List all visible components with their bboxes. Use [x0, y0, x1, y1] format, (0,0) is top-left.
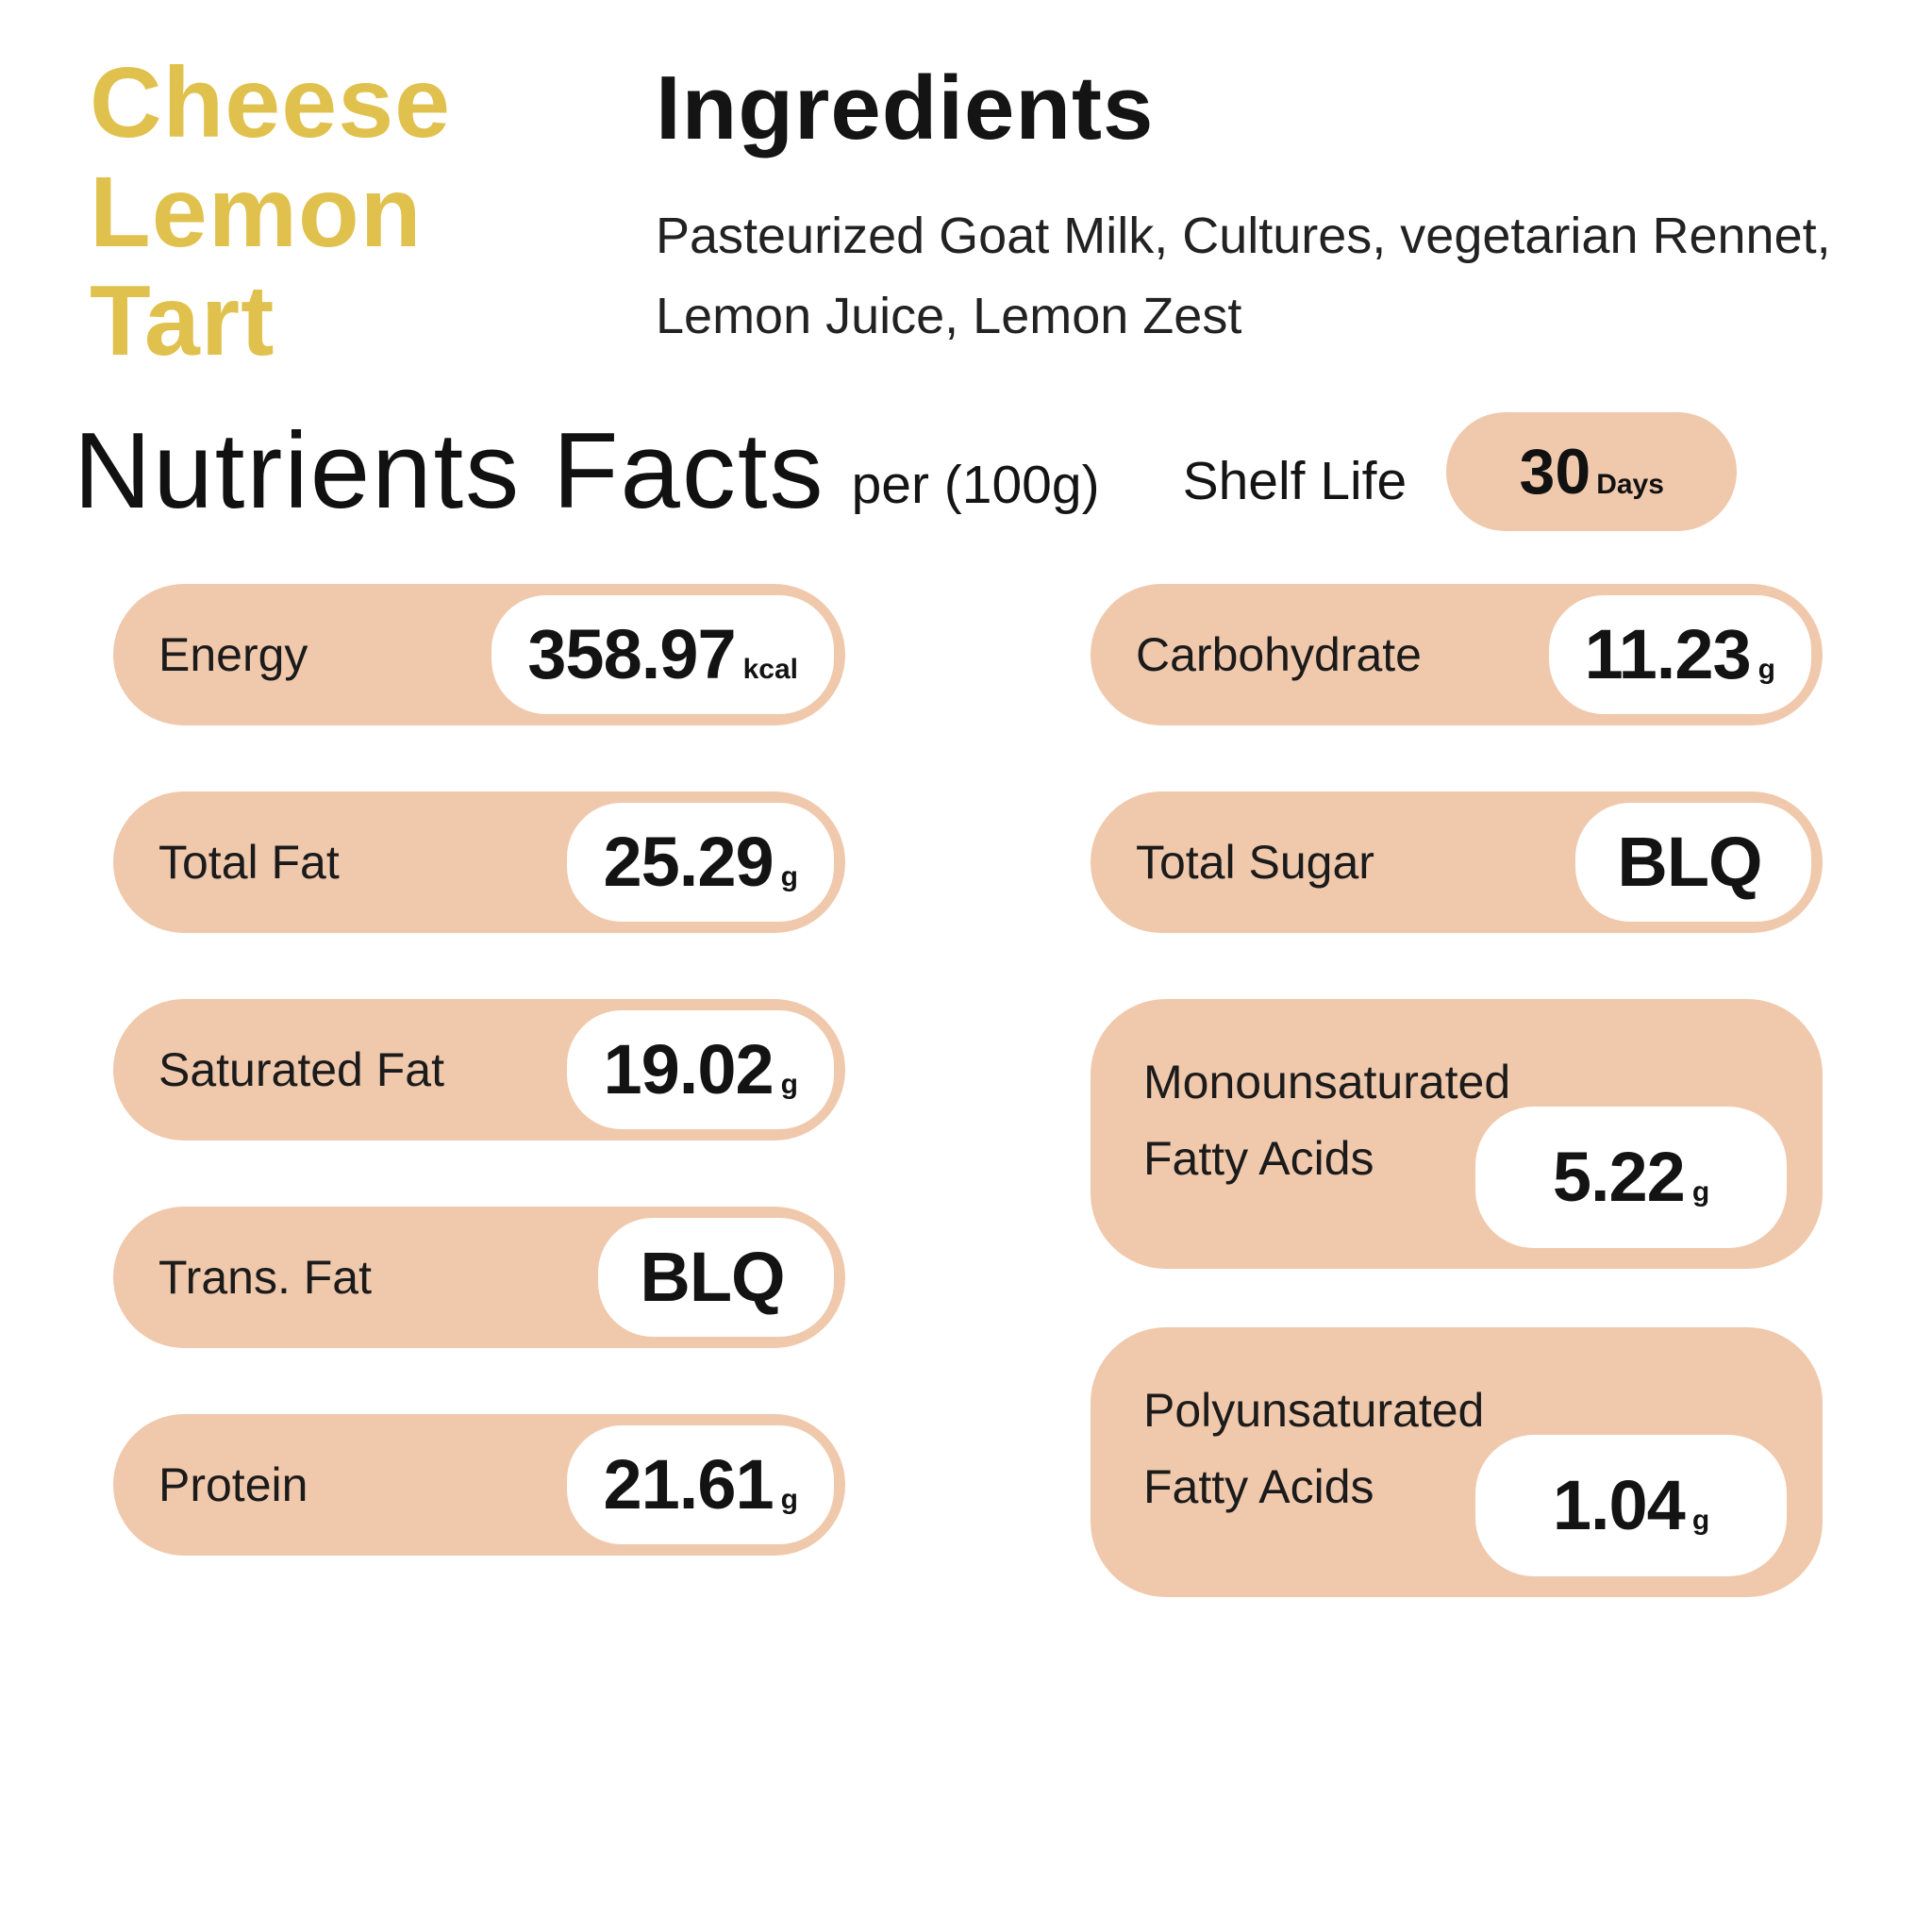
ingredients-text: Pasteurized Goat Milk, Cultures, vegetar…: [656, 208, 1831, 345]
nutrient-value-bubble: BLQ: [598, 1217, 834, 1337]
per-100g-label: per (100g): [851, 454, 1100, 515]
nutrient-row-saturated-fat: Saturated Fat 19.02 g: [113, 998, 845, 1141]
nutrient-label: Saturated Fat: [158, 1042, 444, 1096]
shelf-life-label: Shelf Life: [1182, 450, 1407, 511]
shelf-life-badge: 30 Days: [1446, 411, 1738, 531]
nutrient-value-bubble: 358.97 kcal: [491, 594, 834, 714]
nutrient-value: 358.97: [527, 615, 736, 694]
nutrient-value: 19.02: [603, 1030, 774, 1109]
nutrient-label-line-2: Fatty Acids: [1143, 1131, 1374, 1185]
nutrient-row-energy: Energy 358.97 kcal: [113, 583, 845, 725]
nutrient-unit: g: [780, 860, 798, 892]
ingredients-heading: Ingredients: [656, 58, 1155, 158]
ingredients-section: Ingredients Pasteurized Goat Milk, Cultu…: [656, 49, 1866, 376]
nutrient-column-left: Energy 358.97 kcal Total Fat 25.29 g Sat…: [113, 583, 845, 1656]
nutrient-unit: g: [1691, 1175, 1710, 1208]
nutrient-row-total-fat: Total Fat 25.29 g: [113, 791, 845, 933]
nutrients-facts-row: Nutrients Facts per (100g) Shelf Life 30…: [0, 376, 1932, 531]
nutrient-value: 25.29: [603, 823, 774, 902]
nutrient-unit: g: [780, 1068, 798, 1100]
nutrient-value-bubble: 19.02 g: [567, 1009, 834, 1129]
product-title-line-1: Cheese: [90, 47, 452, 158]
nutrient-label: Trans. Fat: [158, 1250, 372, 1304]
nutrient-value: 21.61: [603, 1445, 774, 1524]
nutrient-value-bubble: 11.23 g: [1548, 594, 1811, 714]
nutrient-value: 1.04: [1552, 1466, 1686, 1545]
nutrient-row-carbohydrate: Carbohydrate 11.23 g: [1091, 583, 1823, 725]
shelf-life-unit: Days: [1596, 468, 1664, 500]
product-title-line-3: Tart: [90, 265, 275, 377]
nutrient-label: Energy: [158, 627, 308, 681]
nutrient-row-protein: Protein 21.61 g: [113, 1413, 845, 1556]
nutrient-value: BLQ: [1617, 823, 1762, 902]
nutrient-label: Monounsaturated Fatty Acids: [1143, 1044, 1823, 1197]
nutrient-value: BLQ: [640, 1238, 785, 1317]
nutrient-label: Total Fat: [158, 835, 340, 889]
nutrient-label: Protein: [158, 1457, 308, 1511]
nutrient-label-line-1: Monounsaturated: [1143, 1055, 1511, 1108]
nutrients-facts-heading: Nutrients Facts: [74, 411, 825, 532]
nutrient-unit: kcal: [742, 653, 798, 685]
header: Cheese Lemon Tart Ingredients Pasteurize…: [0, 0, 1932, 376]
nutrient-unit: g: [780, 1483, 798, 1515]
nutrient-column-right: Carbohydrate 11.23 g Total Sugar BLQ Mon…: [1091, 583, 1823, 1656]
product-title-line-2: Lemon: [90, 156, 423, 268]
nutrient-value: 5.22: [1552, 1138, 1686, 1217]
nutrient-label-line-1: Polyunsaturated: [1143, 1383, 1485, 1437]
nutrient-label: Carbohydrate: [1136, 627, 1422, 681]
nutrient-columns: Energy 358.97 kcal Total Fat 25.29 g Sat…: [0, 531, 1932, 1656]
nutrient-row-total-sugar: Total Sugar BLQ: [1091, 791, 1823, 933]
nutrient-value-bubble: 5.22 g: [1475, 1106, 1787, 1248]
nutrient-row-trans-fat: Trans. Fat BLQ: [113, 1206, 845, 1348]
nutrient-value: 11.23: [1584, 615, 1752, 694]
nutrient-label: Polyunsaturated Fatty Acids: [1143, 1373, 1823, 1525]
shelf-life-value: 30: [1519, 435, 1591, 508]
nutrient-unit: g: [1691, 1504, 1710, 1536]
nutrient-label: Total Sugar: [1136, 835, 1374, 889]
nutrient-value-bubble: 25.29 g: [567, 802, 834, 922]
nutrient-value-bubble: BLQ: [1575, 802, 1811, 922]
nutrient-value-bubble: 1.04 g: [1475, 1434, 1787, 1576]
nutrient-card-monounsaturated-fatty-acids: Monounsaturated Fatty Acids 5.22 g: [1091, 998, 1823, 1269]
nutrient-label-line-2: Fatty Acids: [1143, 1459, 1374, 1513]
product-title: Cheese Lemon Tart: [90, 47, 656, 377]
nutrient-value-bubble: 21.61 g: [567, 1424, 834, 1544]
nutrient-card-polyunsaturated-fatty-acids: Polyunsaturated Fatty Acids 1.04 g: [1091, 1326, 1823, 1597]
nutrient-unit: g: [1757, 653, 1775, 685]
